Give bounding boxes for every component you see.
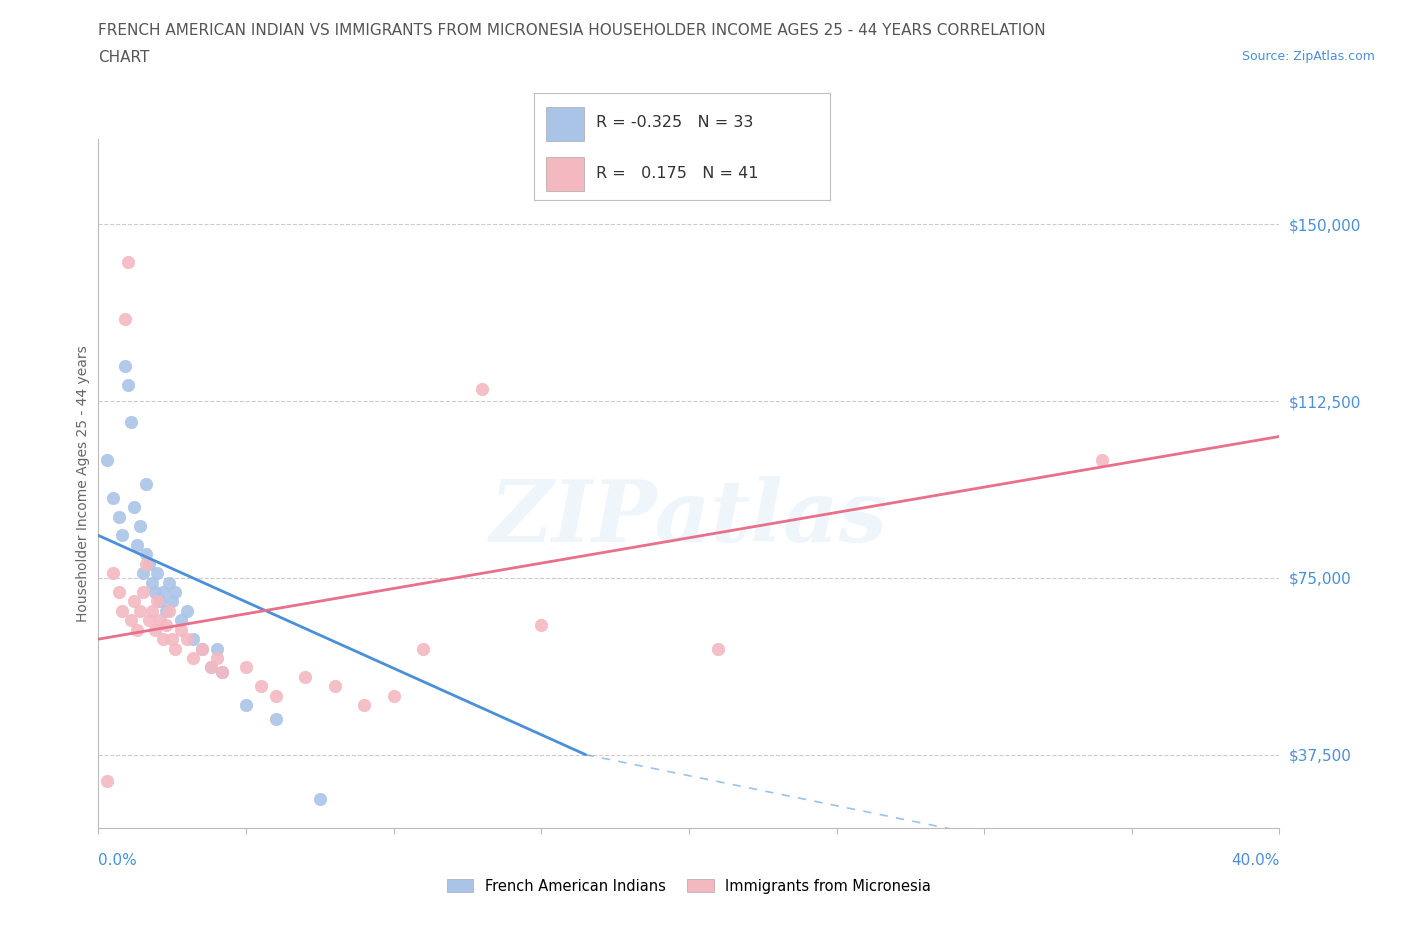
Point: [108, 585, 131, 600]
Point: [132, 585, 155, 600]
Point: [135, 556, 157, 571]
Point: [138, 613, 160, 628]
Point: [200, 660, 222, 675]
Point: [146, 565, 169, 580]
Point: [117, 255, 139, 270]
Point: [181, 631, 204, 646]
Point: [471, 382, 494, 397]
Point: [146, 594, 169, 609]
Point: [191, 641, 214, 656]
Point: [205, 641, 228, 656]
Point: [170, 613, 193, 628]
Point: [382, 688, 405, 703]
Point: [141, 575, 163, 590]
Text: ZIPatlas: ZIPatlas: [489, 476, 889, 560]
Point: [191, 641, 214, 656]
Point: [155, 604, 177, 618]
Point: [211, 665, 233, 680]
Point: [250, 679, 273, 694]
Point: [114, 358, 136, 373]
Point: [294, 670, 316, 684]
Point: [135, 547, 157, 562]
Point: [176, 604, 198, 618]
Text: 40.0%: 40.0%: [1232, 853, 1279, 868]
Text: 0.0%: 0.0%: [98, 853, 138, 868]
Point: [122, 499, 145, 514]
Text: R =   0.175   N = 41: R = 0.175 N = 41: [596, 166, 759, 180]
Point: [128, 604, 150, 618]
Point: [96, 773, 118, 788]
Point: [235, 660, 257, 675]
Legend: French American Indians, Immigrants from Micronesia: French American Indians, Immigrants from…: [441, 873, 936, 899]
Point: [170, 622, 193, 637]
Point: [120, 613, 142, 628]
Point: [138, 556, 160, 571]
Point: [128, 519, 150, 534]
Point: [1091, 453, 1114, 468]
Point: [132, 565, 155, 580]
Point: [353, 698, 375, 712]
FancyBboxPatch shape: [546, 157, 585, 192]
Point: [200, 660, 222, 675]
Point: [152, 631, 174, 646]
Point: [149, 613, 172, 628]
Point: [181, 651, 204, 666]
Point: [176, 631, 198, 646]
Point: [162, 631, 183, 646]
Text: R = -0.325   N = 33: R = -0.325 N = 33: [596, 115, 754, 130]
Y-axis label: Householder Income Ages 25 - 44 years: Householder Income Ages 25 - 44 years: [76, 345, 90, 622]
Point: [103, 490, 125, 505]
Point: [120, 415, 142, 430]
Point: [323, 679, 346, 694]
Point: [111, 604, 134, 618]
Point: [155, 618, 177, 632]
Point: [122, 594, 145, 609]
Point: [157, 575, 180, 590]
Point: [211, 665, 233, 680]
Point: [165, 585, 187, 600]
Point: [96, 453, 118, 468]
Point: [264, 711, 287, 726]
Point: [117, 378, 139, 392]
Text: Source: ZipAtlas.com: Source: ZipAtlas.com: [1241, 50, 1375, 63]
Point: [157, 604, 180, 618]
Text: CHART: CHART: [98, 50, 150, 65]
Point: [103, 565, 125, 580]
Point: [235, 698, 257, 712]
Point: [149, 594, 172, 609]
Point: [162, 594, 183, 609]
Point: [114, 312, 136, 326]
Point: [143, 622, 166, 637]
Point: [111, 528, 134, 543]
Point: [264, 688, 287, 703]
Point: [530, 618, 553, 632]
Point: [412, 641, 434, 656]
Text: FRENCH AMERICAN INDIAN VS IMMIGRANTS FROM MICRONESIA HOUSEHOLDER INCOME AGES 25 : FRENCH AMERICAN INDIAN VS IMMIGRANTS FRO…: [98, 23, 1046, 38]
Point: [141, 604, 163, 618]
Point: [125, 622, 148, 637]
Point: [143, 585, 166, 600]
Point: [707, 641, 730, 656]
FancyBboxPatch shape: [546, 107, 585, 141]
Point: [135, 476, 157, 491]
Point: [165, 641, 187, 656]
Point: [309, 792, 332, 807]
Point: [205, 651, 228, 666]
Point: [152, 585, 174, 600]
Point: [125, 538, 148, 552]
Point: [108, 509, 131, 524]
